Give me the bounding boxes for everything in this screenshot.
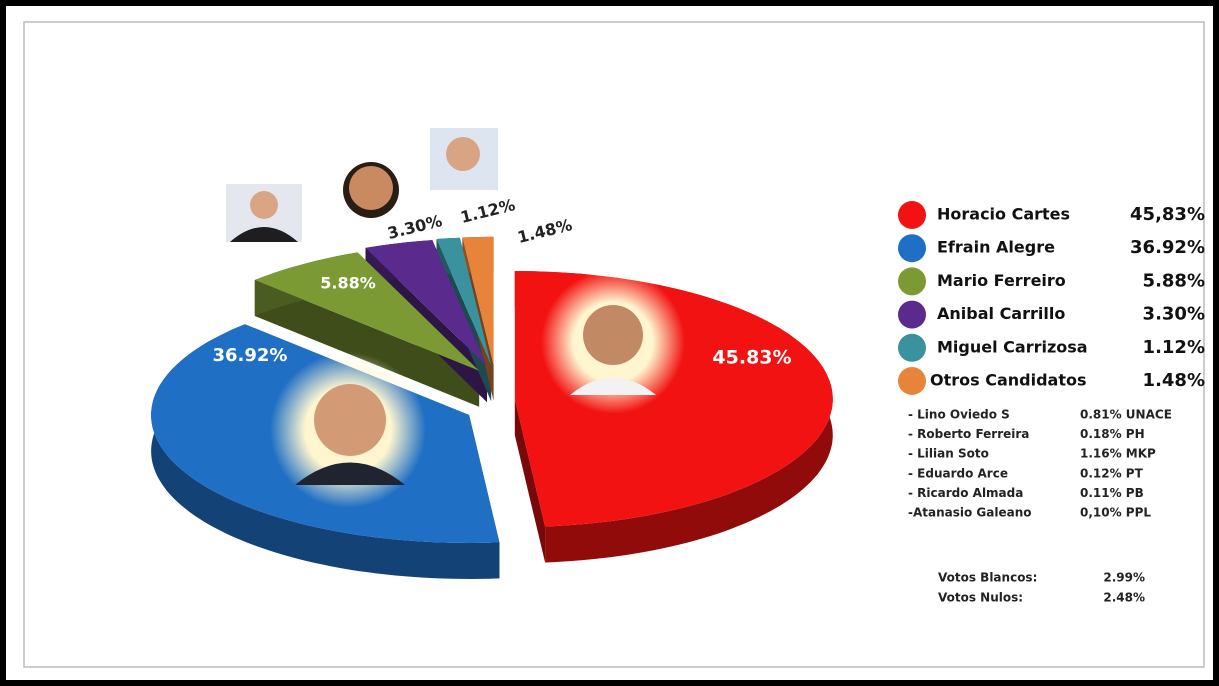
other-share: 0.81% UNACE: [1080, 408, 1172, 422]
total-value: 2.48%: [1103, 591, 1145, 605]
value-label: 36.92%: [213, 345, 288, 366]
slice: [436, 237, 492, 366]
other-name: - Roberto Ferreira: [908, 427, 1029, 441]
other-share: 0.11% PB: [1080, 486, 1144, 500]
other-share: 0.18% PH: [1080, 427, 1145, 441]
photo-body: [230, 227, 298, 242]
total-value: 2.99%: [1103, 571, 1145, 585]
total-name: Votos Blancos:: [938, 571, 1037, 585]
legend-swatch: [898, 333, 926, 362]
other-name: - Eduardo Arce: [908, 466, 1008, 480]
other-share: 1.16% MKP: [1080, 447, 1156, 461]
legend-label: Mario Ferreiro: [937, 271, 1066, 290]
photo-face: [583, 305, 643, 365]
value-label: 5.88%: [320, 274, 376, 293]
legend-swatch: [898, 201, 926, 229]
photo-body: [570, 377, 656, 395]
legend-label: Anibal Carrillo: [937, 304, 1065, 323]
legend-value: 5.88%: [1143, 270, 1205, 291]
legend-label: Horacio Cartes: [937, 205, 1070, 224]
photos: [226, 128, 685, 508]
photo-face: [446, 137, 480, 171]
legend-swatch: [898, 300, 926, 329]
slice: [365, 240, 487, 367]
other-name: - Lino Oviedo S: [908, 408, 1010, 422]
legend: Horacio Cartes 45,83% Efrain Alegre 36.92% M…: [898, 201, 1205, 395]
value-label: 45.83%: [712, 347, 791, 369]
legend-swatch: [898, 267, 926, 296]
photo-face: [314, 384, 386, 456]
slice-side: [254, 280, 480, 407]
legend-label: Miguel Carrizosa: [937, 337, 1088, 356]
legend-value: 1.12%: [1143, 337, 1205, 358]
photo-face: [250, 191, 278, 219]
slice-wall: [151, 324, 500, 579]
legend-value: 45,83%: [1130, 204, 1205, 225]
other-share: 0.12% PT: [1080, 466, 1144, 480]
photo-face: [349, 166, 393, 210]
legend-label: Efrain Alegre: [937, 238, 1055, 257]
other-name: - Ricardo Almada: [908, 486, 1023, 500]
slice: [254, 252, 480, 371]
totals-list: Votos Blancos: 2.99% Votos Nulos: 2.48%: [938, 571, 1145, 605]
legend-label: Otros Candidatos: [930, 371, 1087, 390]
slice: [462, 236, 494, 365]
legend-value: 3.30%: [1143, 304, 1205, 325]
other-name: - Lilian Soto: [908, 447, 989, 461]
photo-body: [295, 462, 405, 485]
other-name: -Atanasio Galeano: [908, 506, 1032, 520]
legend-value: 36.92%: [1130, 237, 1205, 258]
slice-side: [514, 399, 546, 563]
legend-value: 1.48%: [1143, 370, 1205, 391]
other-share: 0,10% PPL: [1080, 506, 1151, 520]
legend-swatch: [898, 234, 926, 263]
others-list: - Lino Oviedo S 0.81% UNACE - Roberto Ferr…: [908, 408, 1172, 520]
legend-swatch: [898, 367, 926, 395]
total-name: Votos Nulos:: [938, 591, 1023, 605]
